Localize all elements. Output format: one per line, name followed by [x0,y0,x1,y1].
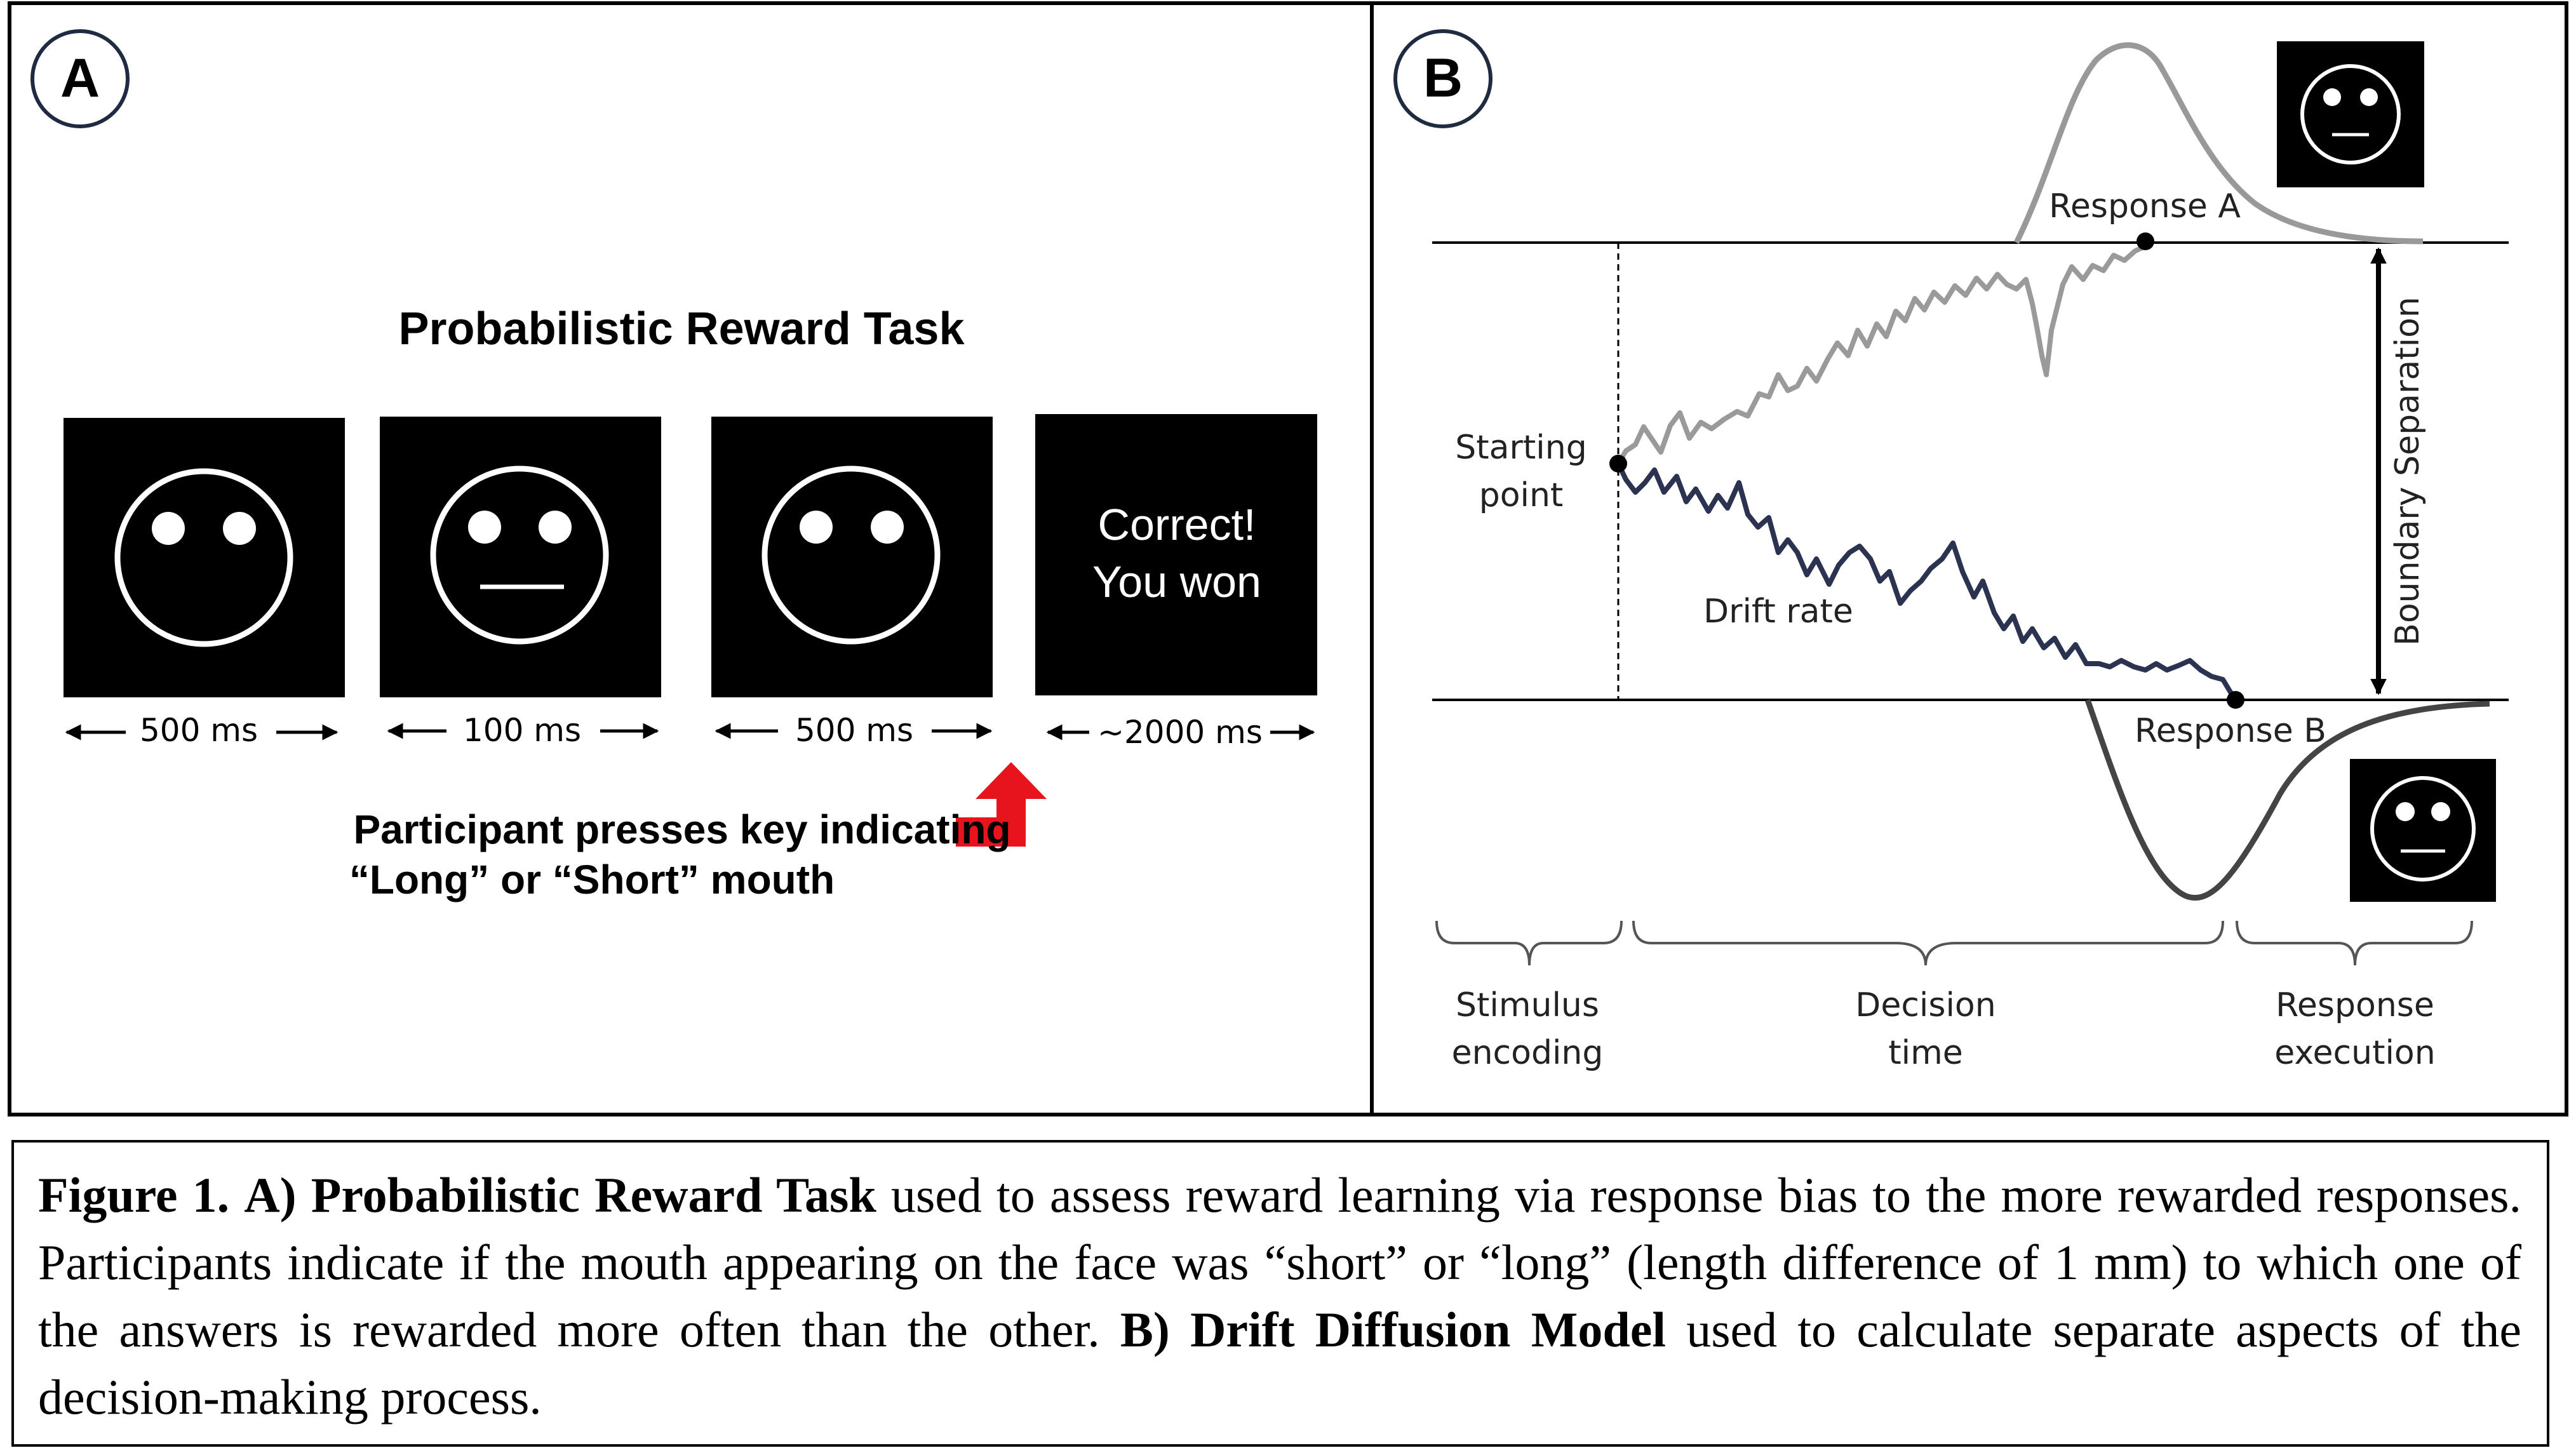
feedback-line-1: Correct! [1098,500,1256,549]
response-a-marker [2137,232,2154,250]
face-outline-icon [761,466,941,645]
brace-stimulus-encoding [1435,920,1623,966]
task-title: Probabilistic Reward Task [399,304,965,354]
caption-a-text: used to assess reward learning via respo… [38,1167,2522,1357]
neutral-face-icon-top [2277,41,2424,187]
face-eye-icon [800,511,833,544]
stimulus-face-1 [64,418,345,697]
caption-b-label: B) Drift Diffusion Model [1120,1302,1667,1357]
face-eye-icon [871,511,904,544]
response-b-label: Response B [2135,712,2326,750]
panel-a-badge [30,29,130,128]
panel-a: A Probabilistic Reward Task Correct [30,29,1317,902]
phase-1-label-1: Stimulus [1456,986,1599,1024]
face-outline-icon [430,466,609,645]
panel-b-badge [1393,29,1493,128]
instruction-line-1: Participant presses key indicating [353,807,1010,852]
face-eye-icon [468,511,501,544]
response-b-distribution [2084,699,2490,901]
phase-3-label-2: execution [2274,1034,2435,1072]
caption-a-label: A) Probabilistic Reward Task [244,1167,876,1223]
boundary-separation-label: Boundary Separation [2389,297,2427,646]
response-a-distribution [2013,42,2424,245]
starting-point-marker [1609,455,1627,473]
stimulus-face-2 [380,417,661,697]
caption-figure-label: Figure 1. [38,1167,230,1223]
phase-1-label-2: encoding [1452,1034,1604,1072]
response-b-marker [2227,691,2244,709]
duration-label-2: 100 ms [463,712,581,749]
drift-rate-label: Drift rate [1703,593,1853,631]
figure-caption: Figure 1. A) Probabilistic Reward Task u… [11,1140,2549,1447]
lower-diffusion-path [1616,462,2241,702]
neutral-face-icon-bottom [2350,759,2496,902]
instruction-line-2: “Long” or “Short” mouth [349,857,835,902]
brace-response-execution [2236,920,2473,966]
stimulus-face-3 [711,417,993,697]
panel-a-label: A [60,48,100,109]
duration-label-3: 500 ms [795,712,913,749]
face-eye-icon [152,512,185,545]
response-a-label: Response A [2049,187,2241,225]
phase-2-label-1: Decision [1855,986,1996,1024]
starting-point-label-2: point [1479,476,1564,514]
feedback-line-2: You won [1092,557,1261,607]
phase-3-label-1: Response [2276,986,2434,1024]
duration-label-4: ~2000 ms [1097,714,1263,751]
upper-diffusion-path [1616,244,2147,466]
face-eye-icon [223,512,256,545]
caption-b-text: used to calculate separate aspects of th… [38,1302,2522,1425]
face-outline-icon [114,468,293,647]
panel-b: B Response A Response B Starting point D… [1393,29,2509,1072]
keypress-arrow-icon [956,762,1047,847]
feedback-box: Correct! You won [1035,414,1317,695]
phase-2-label-2: time [1888,1034,1962,1072]
brace-decision-time [1632,920,2224,966]
duration-label-1: 500 ms [140,712,258,749]
panel-b-label: B [1423,48,1463,109]
panels-frame [8,1,2568,1116]
face-eye-icon [539,511,572,544]
starting-point-label-1: Starting [1455,429,1587,467]
